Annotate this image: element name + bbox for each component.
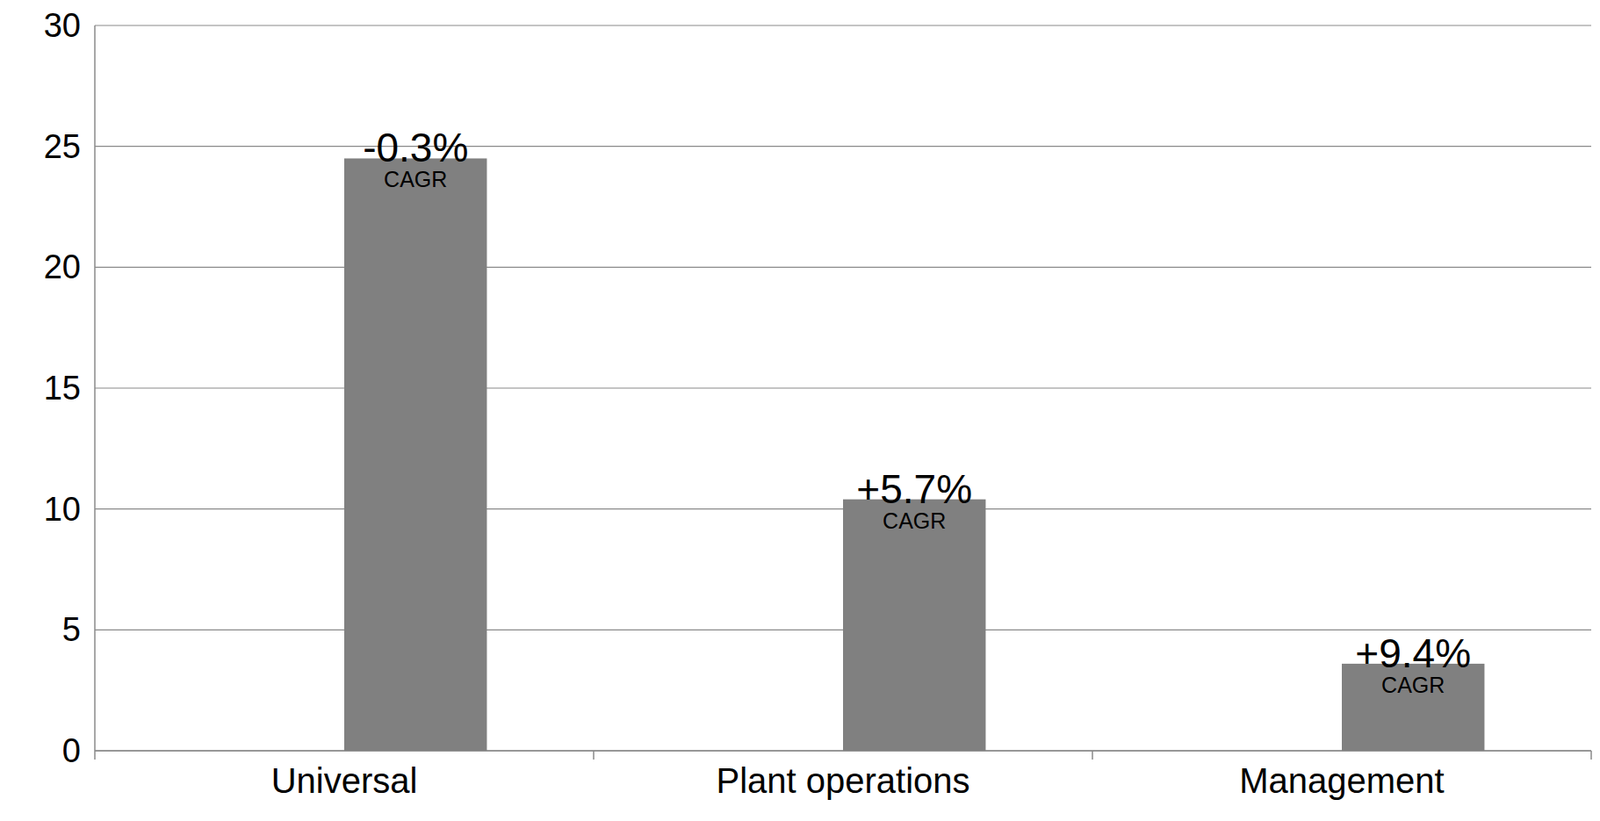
bar [1341, 663, 1485, 751]
x-tick [1091, 750, 1094, 760]
y-tick-label: 30 [43, 7, 81, 44]
annotation-note: CAGR [882, 508, 946, 534]
y-tick-label: 10 [43, 490, 81, 528]
y-tick-label: 20 [43, 248, 81, 286]
grid [94, 25, 1592, 751]
annotation-note: CAGR [383, 166, 447, 192]
x-tick-label: Plant operations [715, 761, 970, 800]
annotation: +5.7% [856, 466, 973, 512]
grid-line [94, 24, 1592, 26]
chart: 051015202530Universal-0.3%CAGRPlant oper… [0, 0, 1600, 821]
bar [843, 499, 986, 751]
annotation-note: CAGR [1381, 672, 1445, 698]
bar [344, 158, 487, 751]
bars [344, 158, 1485, 751]
y-tick-label: 0 [62, 732, 81, 770]
chart-svg: 051015202530Universal-0.3%CAGRPlant oper… [0, 0, 1600, 821]
grid-line [94, 145, 1592, 147]
x-tick-label: Management [1239, 761, 1444, 800]
x-tick-label: Universal [271, 761, 419, 800]
grid-line [94, 266, 1592, 268]
y-tick-label: 5 [62, 611, 81, 649]
annotation: -0.3% [362, 124, 469, 171]
x-tick [93, 750, 96, 760]
x-tick [592, 750, 595, 760]
annotation: +9.4% [1354, 630, 1471, 677]
y-tick-label: 25 [43, 128, 81, 166]
x-tick [1590, 750, 1593, 760]
grid-line [94, 387, 1592, 389]
y-axis [93, 25, 96, 751]
y-tick-label: 15 [43, 369, 81, 407]
